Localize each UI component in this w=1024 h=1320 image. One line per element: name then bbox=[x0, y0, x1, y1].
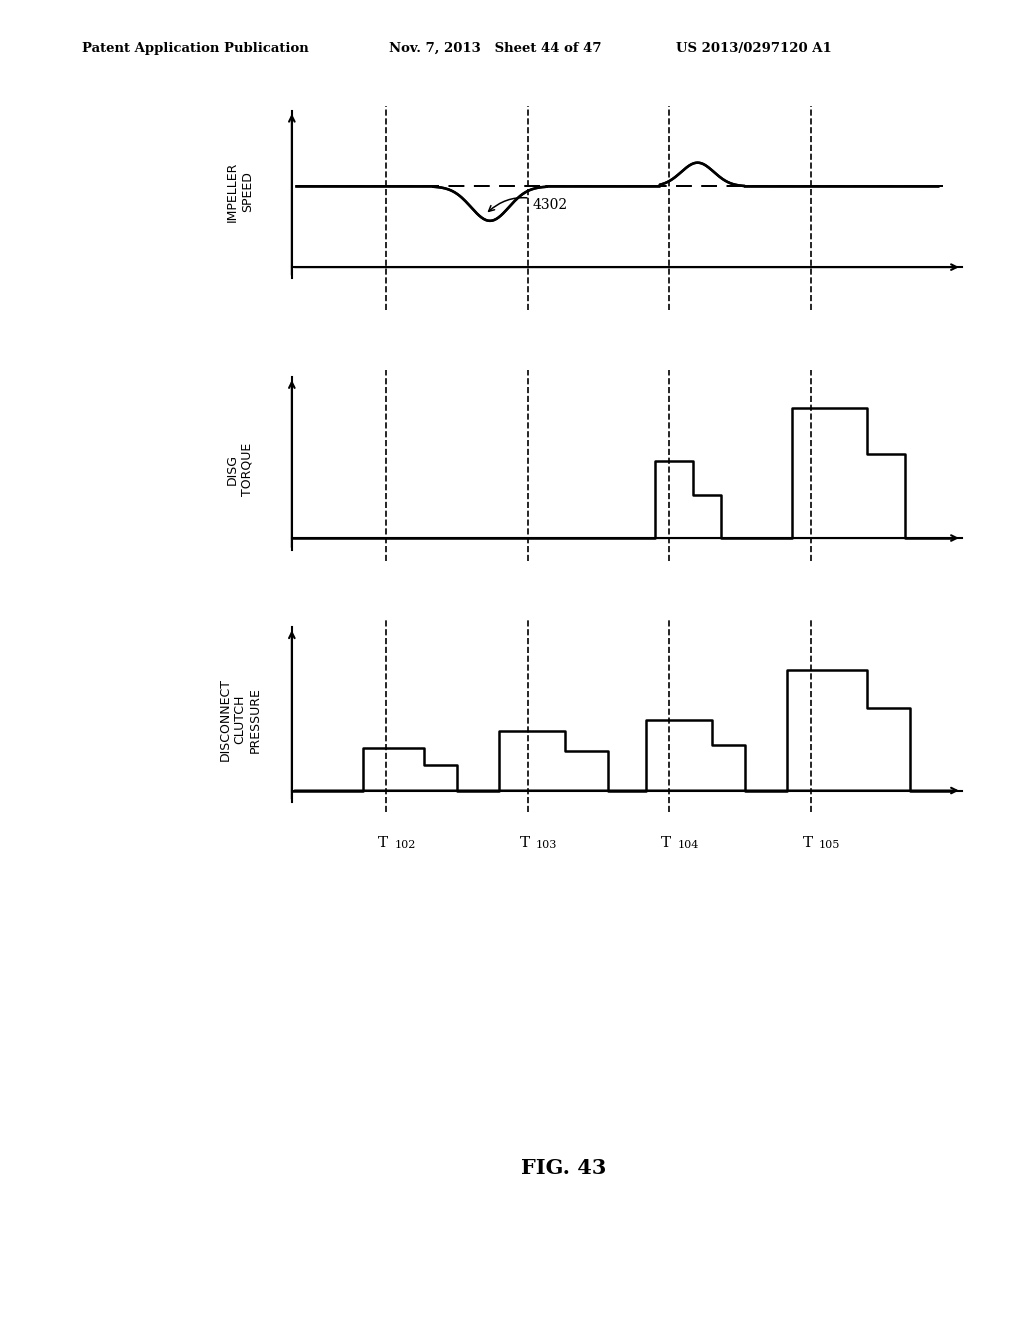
Text: 4302: 4302 bbox=[488, 198, 567, 211]
Text: DISCONNECT
CLUTCH
PRESSURE: DISCONNECT CLUTCH PRESSURE bbox=[218, 678, 261, 762]
Text: 103: 103 bbox=[536, 840, 557, 850]
Text: US 2013/0297120 A1: US 2013/0297120 A1 bbox=[676, 42, 831, 55]
Text: 104: 104 bbox=[678, 840, 698, 850]
Text: 102: 102 bbox=[394, 840, 416, 850]
Text: T: T bbox=[378, 836, 388, 850]
Text: T: T bbox=[662, 836, 671, 850]
Text: Nov. 7, 2013   Sheet 44 of 47: Nov. 7, 2013 Sheet 44 of 47 bbox=[389, 42, 602, 55]
Text: DISG
TORQUE: DISG TORQUE bbox=[226, 442, 254, 496]
Text: 105: 105 bbox=[819, 840, 841, 850]
Text: Patent Application Publication: Patent Application Publication bbox=[82, 42, 308, 55]
Text: FIG. 43: FIG. 43 bbox=[520, 1158, 606, 1179]
Text: T: T bbox=[519, 836, 529, 850]
Text: T: T bbox=[803, 836, 813, 850]
Text: IMPELLER
SPEED: IMPELLER SPEED bbox=[226, 161, 254, 222]
